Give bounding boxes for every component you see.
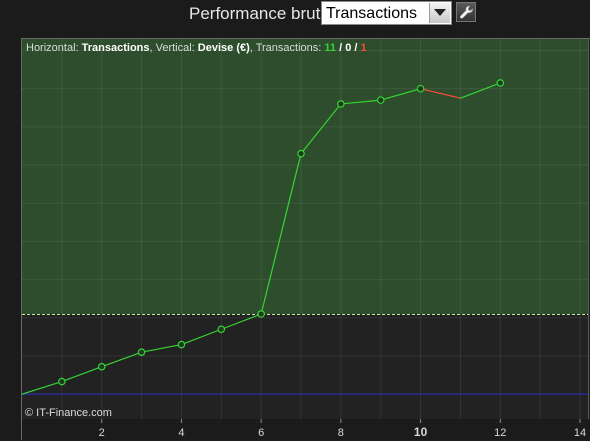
wrench-icon — [460, 5, 473, 19]
equity-segment — [380, 88, 421, 101]
winning-count: 11 — [324, 42, 337, 54]
mode-select[interactable]: Transactions — [321, 1, 452, 25]
copyright-text: © IT-Finance.com — [25, 407, 112, 419]
equity-segment — [181, 328, 222, 346]
data-point — [217, 325, 226, 334]
profit-zone — [22, 39, 588, 314]
data-point — [58, 377, 66, 386]
equity-segment — [141, 343, 182, 353]
equity-segment — [300, 103, 342, 154]
vertical-prefix: , Vertical: — [149, 42, 198, 54]
chart-info: Horizontal: Transactions, Vertical: Devi… — [26, 42, 367, 54]
data-point — [376, 96, 385, 104]
horizontal-value: Transactions — [81, 42, 150, 54]
flat-count: 0 — [345, 42, 352, 54]
equity-segment — [460, 82, 501, 99]
equity-segment-loss — [420, 88, 461, 99]
equity-segment — [101, 351, 142, 368]
transactions-prefix: , Transactions: — [249, 42, 325, 54]
x-tick-label: 4 — [178, 427, 184, 439]
x-tick-label: 8 — [338, 427, 344, 439]
equity-segment — [340, 99, 381, 105]
data-point — [337, 100, 345, 108]
x-tick-label: 12 — [494, 427, 506, 439]
x-tick-label: 14 — [574, 427, 586, 439]
equity-segment — [22, 381, 63, 395]
x-tick-label: 2 — [99, 427, 105, 439]
settings-button[interactable] — [456, 2, 476, 22]
horizontal-prefix: Horizontal: — [26, 42, 82, 54]
count-separator: / — [336, 42, 346, 54]
equity-segment — [260, 153, 302, 315]
data-point — [97, 362, 106, 371]
dropdown-button[interactable] — [429, 3, 450, 23]
losing-count: 1 — [360, 42, 367, 54]
toolbar: Performance brute Transactions — [0, 0, 590, 30]
mode-select-value: Transactions — [326, 5, 417, 22]
triangle-down-icon — [434, 9, 446, 16]
equity-segment — [61, 366, 102, 383]
data-point — [137, 348, 146, 356]
equity-chart: 2 4 6 8 10 12 14 — [22, 39, 589, 439]
data-point — [257, 310, 265, 318]
data-point — [416, 84, 425, 93]
x-tick-label: 6 — [258, 427, 264, 439]
data-point — [496, 79, 505, 87]
x-tick-label: 10 — [414, 425, 428, 439]
count-separator: / — [351, 42, 361, 54]
view-label: Performance brute — [189, 4, 330, 23]
data-point — [297, 149, 305, 158]
vertical-value: Devise (€) — [197, 42, 250, 54]
chart-panel: 2 4 6 8 10 12 14 — [21, 38, 590, 440]
equity-segment — [221, 313, 262, 330]
data-point — [177, 340, 186, 349]
